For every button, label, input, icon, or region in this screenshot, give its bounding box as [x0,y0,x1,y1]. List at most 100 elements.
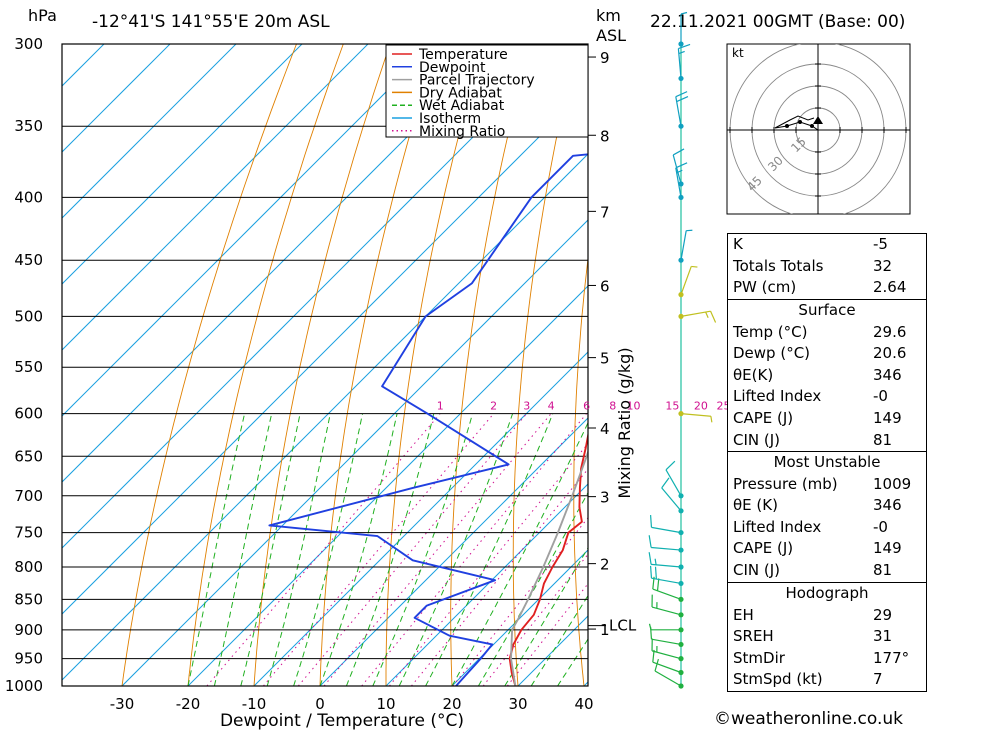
wind-barb-shaft [680,266,692,295]
isotherm-line [62,44,171,153]
mixing-ratio-label: 15 [665,400,679,413]
mixing-ratio-label: 20 [694,400,708,413]
km-tick-label: 5 [600,350,610,368]
dry-adiabat-line [689,44,717,686]
hodograph-table: Hodograph EH 29 SREH 31 StmDir 177° StmSpd (kt)… [727,583,927,692]
row-label: StmDir [733,648,785,667]
table-row: CAPE (J) 149 [728,538,926,560]
isotherm-line [62,87,588,615]
isotherm-line [62,44,501,483]
mixing-ratio-label: 4 [548,400,555,413]
temperature-tick-label: -30 [110,695,135,713]
row-label: SREH [733,627,774,646]
mixing-ratio-label: 8 [609,400,616,413]
row-label: PW (cm) [733,278,797,297]
wet-adiabat-line [213,413,273,686]
km-tick-label: 9 [600,49,610,67]
mixing-ratio-label: 10 [626,400,640,413]
wind-barb [648,552,684,570]
km-tick-label: 1 [600,621,610,639]
temperature-tick-label: 0 [315,695,325,713]
wind-barb [675,91,689,129]
table-row: Lifted Index -0 [728,386,926,408]
table-row: EH 29 [728,605,926,627]
table-row: PW (cm) 2.64 [728,277,926,299]
isotherm-line [451,549,588,686]
series-parcel-trajectory [510,449,588,686]
wet-adiabat-line [372,413,474,686]
wet-adiabat-line [530,594,588,686]
wind-barb-flag [654,558,657,565]
wind-barb-shaft [651,546,682,551]
legend-item: Temperature [418,47,508,63]
hodograph-trace [774,115,819,131]
wind-barb-flag [675,91,688,98]
wind-barb-shaft [680,413,711,417]
table-row: Pressure (mb) 1009 [728,474,926,496]
wind-barb [654,658,684,689]
wind-barb-shaft [654,670,682,687]
table-row: CIN (J) 81 [728,560,926,582]
dry-adiabat-line [950,44,1000,686]
row-value: 32 [873,256,893,275]
legend-item: Wet Adiabat [419,98,505,114]
pressure-tick-label: 850 [14,590,43,608]
row-value: -0 [873,517,888,536]
temperature-tick-label: -10 [242,695,267,713]
isotherm-line [62,44,369,351]
wind-barb-flag [680,11,688,15]
series-temperature [508,431,588,686]
wind-barb-shaft [675,167,682,198]
wind-barb-dot [678,669,684,676]
wind-barb [648,535,684,553]
pressure-tick-label: 950 [14,650,43,668]
row-value: 346 [873,496,902,515]
wind-barb-shaft [651,638,682,646]
location-title: -12°41'S 141°55'E 20m ASL [92,12,330,32]
pressure-unit-label: hPa [28,6,57,25]
row-value: 81 [873,430,893,449]
row-value: 29 [873,605,893,624]
wind-barb-flag [648,552,652,565]
row-label: Totals Totals [733,256,824,275]
storm-motion-marker [813,116,823,124]
hodograph-point [798,120,802,124]
mixing-ratio-line [389,442,588,686]
dry-adiabat-line [512,44,578,686]
legend-box [385,44,589,138]
row-value: 149 [873,539,902,558]
wind-barb-flag [678,50,685,55]
km-tick-label: 8 [600,127,610,145]
wind-barb-shaft [680,230,687,261]
wind-barb [661,477,684,514]
wind-barb-flag [661,477,670,489]
row-label: EH [733,605,754,624]
table-row: θE (K) 346 [728,495,926,517]
wind-barb [677,43,691,82]
pressure-tick-label: 500 [14,307,43,325]
wind-barb-dot [678,564,684,570]
table-title: Surface [798,301,856,319]
wind-barb [678,411,713,423]
dry-adiabat-line [187,44,344,686]
lcl-label: LCL [609,617,637,635]
wind-barb-dot [678,596,684,602]
km-tick-label: 4 [600,420,610,438]
isotherm-line [253,351,588,686]
row-value: 346 [873,365,902,384]
wind-barb [678,229,693,263]
row-label: StmSpd (kt) [733,670,823,689]
table-row: Lifted Index -0 [728,517,926,539]
wind-barb-flag [672,148,685,156]
wet-adiabat-line [240,413,301,686]
wind-barb-shaft [661,487,682,512]
pressure-tick-label: 450 [14,251,43,269]
km-tick-label: 7 [600,203,610,221]
legend-item: Dry Adiabat [419,85,502,101]
mixing-ratio-label: 2 [490,400,497,413]
mixing-ratio-label: 3 [523,400,530,413]
table-row: Temp (°C) 29.6 [728,322,926,344]
